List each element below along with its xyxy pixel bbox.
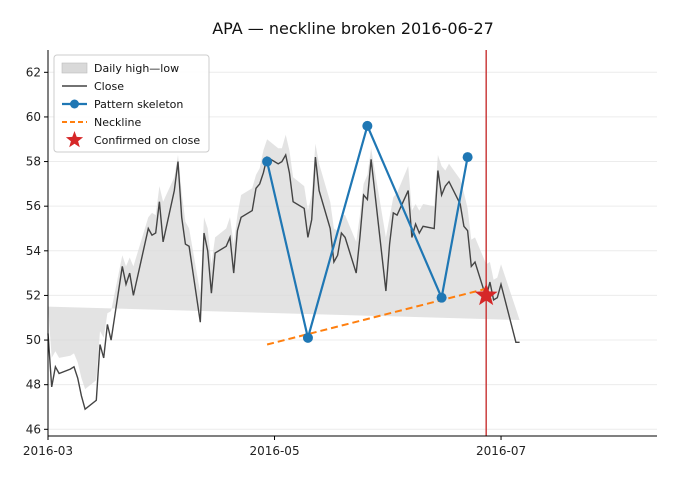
y-tick-label-56: 56: [26, 199, 41, 213]
y-tick-label-50: 50: [26, 333, 41, 347]
confirmation-star: [474, 283, 498, 306]
chart-title: APA — neckline broken 2016-06-27: [212, 19, 494, 38]
y-tick-label-52: 52: [26, 288, 41, 302]
skeleton-point-3: [362, 120, 373, 131]
x-tick-label-3: 2016-07: [476, 444, 526, 458]
skeleton-point-4: [436, 292, 447, 303]
y-tick-label-60: 60: [26, 110, 41, 124]
legend-label-neckline: Neckline: [94, 116, 141, 129]
legend-swatch-skeleton-dot: [70, 99, 79, 109]
legend: Daily high—low Close Pattern skeleton Neckl…: [53, 54, 210, 153]
legend-label-confirm: Confirmed on close: [94, 134, 200, 147]
skeleton-point-1: [262, 156, 273, 167]
y-tick-label-46: 46: [26, 422, 41, 436]
y-tick-label-58: 58: [26, 155, 41, 169]
skeleton-point-2: [302, 332, 313, 343]
y-tick-label-62: 62: [26, 65, 41, 79]
high-low-band: [48, 134, 520, 390]
plot-area: 46 48 50 52 54 56 58 60 62 2016-03 2016-05 2016-07: [23, 50, 657, 458]
legend-swatch-band: [61, 62, 88, 74]
x-tick-label-1: 2016-03: [23, 444, 73, 458]
skeleton-point-5: [462, 152, 473, 163]
neckline-line: [266, 287, 487, 346]
y-tick-label-54: 54: [26, 244, 41, 258]
legend-label-close: Close: [94, 80, 124, 93]
legend-label-band: Daily high—low: [94, 62, 179, 75]
close-line: [47, 152, 520, 411]
y-tick-label-48: 48: [26, 378, 41, 392]
legend-swatch-star: [65, 131, 84, 148]
x-tick-label-2: 2016-05: [249, 444, 299, 458]
legend-label-skeleton: Pattern skeleton: [94, 98, 183, 111]
legend-box: [53, 54, 210, 153]
